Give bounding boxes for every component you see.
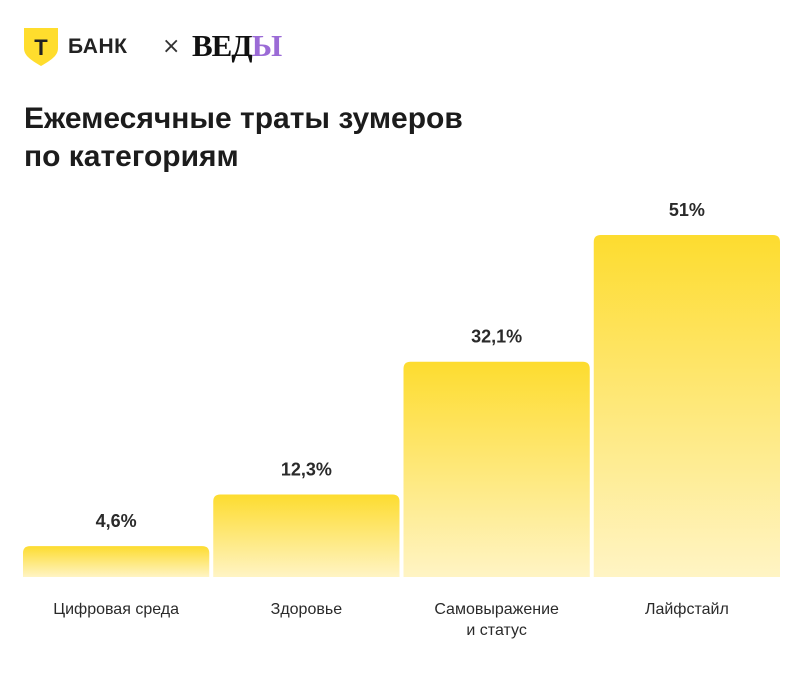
bar-3: [403, 361, 590, 577]
brand-header: Т БАНК × ВЕДЫ: [24, 28, 424, 68]
bar-2: [213, 494, 400, 577]
bars-group: [23, 235, 780, 577]
value-label-1: 4,6%: [96, 511, 137, 531]
bar-4: [593, 235, 780, 577]
category-label-3: Самовыражение и статус: [434, 601, 559, 639]
value-label-2: 12,3%: [281, 460, 332, 480]
bar-1: [23, 546, 210, 577]
t-bank-logo-icon: Т: [24, 28, 58, 66]
bank-name: БАНК: [68, 35, 128, 58]
value-label-4: 51%: [669, 200, 705, 220]
category-label-4: Лайфстайл: [645, 601, 729, 618]
partner-logo: ВЕДЫ: [192, 28, 282, 64]
value-label-3: 32,1%: [471, 327, 522, 347]
category-label-1: Цифровая среда: [53, 601, 179, 618]
category-labels-group: Цифровая среда Здоровье Самовыражение и ста…: [53, 601, 729, 639]
category-label-2: Здоровье: [271, 601, 343, 618]
partner-name-main: ВЕД: [192, 28, 253, 63]
brand-separator: ×: [162, 34, 181, 59]
partner-name-accent: Ы: [251, 28, 282, 63]
chart-title: Ежемесячные траты зумеров по категориям: [24, 102, 463, 173]
value-labels-group: 4,6% 12,3% 32,1% 51%: [96, 200, 705, 531]
bank-logo-letter: Т: [34, 35, 48, 60]
